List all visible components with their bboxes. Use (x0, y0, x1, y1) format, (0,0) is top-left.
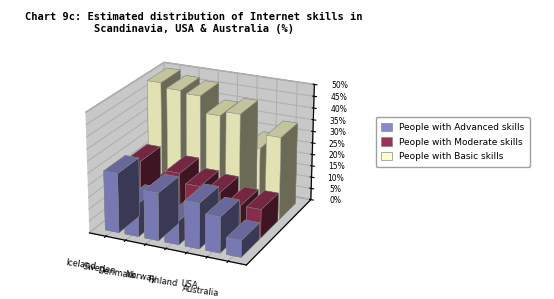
Text: Chart 9c: Estimated distribution of Internet skills in
Scandinavia, USA & Austra: Chart 9c: Estimated distribution of Inte… (25, 12, 363, 33)
Legend: People with Advanced skills, People with Moderate skills, People with Basic skil: People with Advanced skills, People with… (376, 118, 530, 167)
